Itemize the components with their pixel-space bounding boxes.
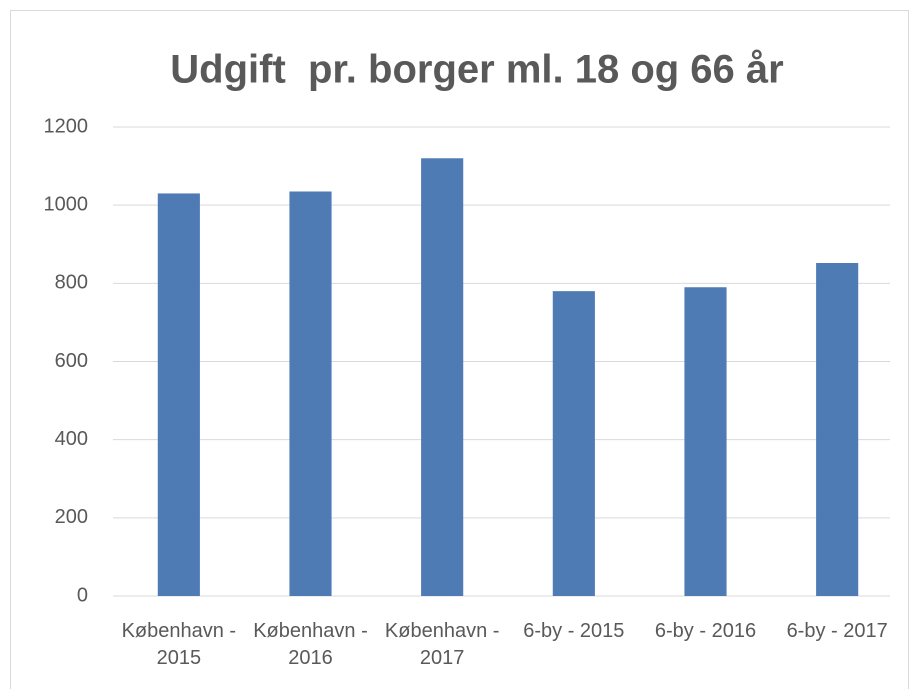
bar	[684, 287, 727, 596]
bar	[421, 158, 464, 596]
x-tick-label: 6-by - 2017	[786, 620, 888, 642]
chart-title: Udgift pr. borger ml. 18 og 66 år	[170, 48, 783, 92]
y-tick-label: 600	[55, 350, 88, 372]
x-tick-label: 6-by - 2015	[523, 620, 625, 642]
bar	[552, 291, 595, 596]
y-tick-label: 1000	[44, 193, 89, 215]
bar	[289, 191, 332, 597]
y-tick-label: 1200	[44, 115, 89, 137]
x-tick-label: København - 2015	[121, 620, 237, 669]
x-tick-label: København - 2016	[253, 620, 368, 669]
y-tick-label: 200	[55, 506, 88, 528]
x-tick-label: København - 2017	[384, 620, 500, 669]
y-tick-label: 0	[77, 584, 88, 606]
x-tick-label: 6-by - 2016	[654, 620, 757, 642]
chart-border	[10, 10, 909, 689]
y-tick-label: 800	[55, 272, 88, 294]
y-tick-label: 400	[55, 428, 88, 450]
bar	[816, 263, 859, 596]
bar	[157, 193, 200, 597]
